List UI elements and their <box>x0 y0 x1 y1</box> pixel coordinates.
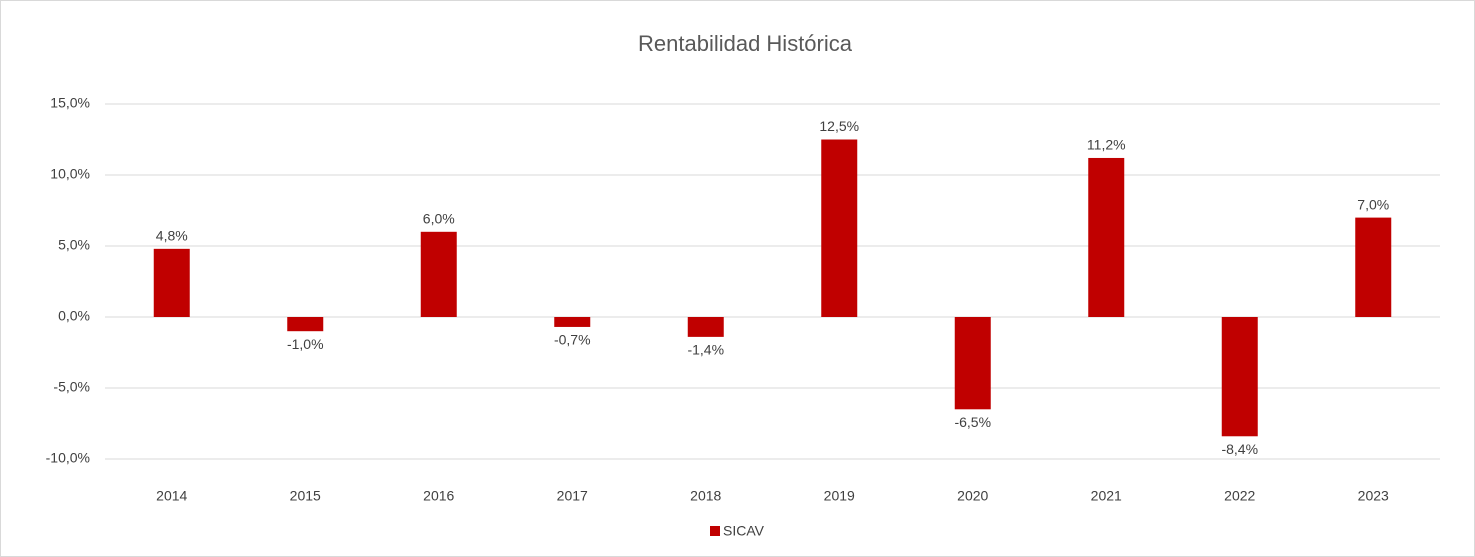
data-label: 12,5% <box>819 118 859 134</box>
y-tick-label: 10,0% <box>50 166 90 182</box>
bar <box>420 231 457 317</box>
data-label: 4,8% <box>156 228 188 244</box>
data-label: -6,5% <box>954 414 991 430</box>
x-tick-label: 2021 <box>1091 488 1122 504</box>
data-label: 11,2% <box>1087 137 1126 153</box>
bar <box>554 317 591 327</box>
bar <box>954 317 991 410</box>
bar <box>821 139 858 317</box>
y-tick-label: -10,0% <box>46 450 90 466</box>
legend-swatch <box>710 526 720 536</box>
x-tick-label: 2018 <box>690 488 721 504</box>
legend-label: SICAV <box>723 523 765 539</box>
bar <box>1355 217 1392 317</box>
y-tick-label: 0,0% <box>58 308 90 324</box>
chart-title: Rentabilidad Histórica <box>638 31 853 56</box>
x-tick-label: 2015 <box>290 488 321 504</box>
y-tick-label: 15,0% <box>50 95 90 111</box>
data-label: -0,7% <box>554 332 591 348</box>
bar <box>1088 157 1125 317</box>
x-tick-label: 2022 <box>1224 488 1255 504</box>
data-label: -1,0% <box>287 336 324 352</box>
bar <box>287 317 324 332</box>
bar <box>1221 317 1258 437</box>
x-tick-label: 2017 <box>557 488 588 504</box>
x-tick-label: 2023 <box>1358 488 1389 504</box>
x-tick-label: 2019 <box>824 488 855 504</box>
data-label: -1,4% <box>687 342 724 358</box>
bar <box>153 248 190 317</box>
x-tick-label: 2014 <box>156 488 187 504</box>
x-tick-label: 2020 <box>957 488 988 504</box>
y-tick-label: -5,0% <box>53 379 90 395</box>
data-label: -8,4% <box>1221 441 1258 457</box>
y-tick-label: 5,0% <box>58 237 90 253</box>
data-label: 6,0% <box>423 211 455 227</box>
bar <box>687 317 724 337</box>
data-label: 7,0% <box>1357 196 1389 212</box>
x-tick-label: 2016 <box>423 488 454 504</box>
